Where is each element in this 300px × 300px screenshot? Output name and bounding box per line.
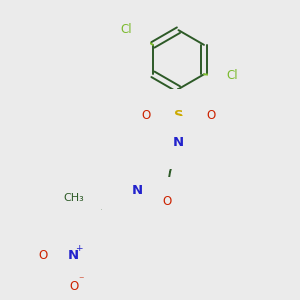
Text: ⁻: ⁻ [78,275,83,286]
Text: CH₃: CH₃ [63,194,84,203]
Text: O: O [162,195,171,208]
Text: O: O [142,109,151,122]
Text: N: N [68,249,79,262]
Text: O: O [39,249,48,262]
Text: Cl: Cl [121,23,132,36]
Text: O: O [69,280,78,292]
Text: O: O [206,109,215,122]
Text: H: H [120,183,129,196]
Text: +: + [75,244,83,253]
Text: Cl: Cl [226,69,238,82]
Text: S: S [174,109,183,122]
Text: N: N [173,136,184,149]
Text: N: N [131,184,143,197]
